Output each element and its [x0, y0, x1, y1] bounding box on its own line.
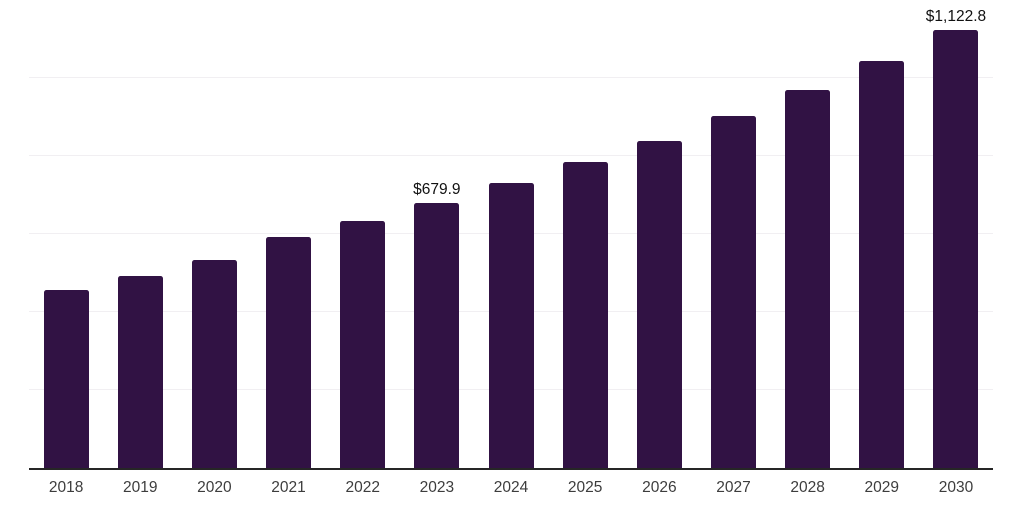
x-tick-label-2028: 2028 [790, 479, 825, 496]
bar-slot-2024 [474, 0, 548, 468]
x-tick-label-2023: 2023 [419, 479, 455, 496]
bar-2024 [488, 182, 534, 468]
bar-2019 [117, 275, 163, 468]
bar-2020 [191, 259, 237, 468]
bar-2026 [636, 141, 682, 468]
bar-slot-2030: $1,122.8 [919, 0, 993, 468]
gridline-800 [29, 155, 993, 157]
bar-2025 [562, 161, 608, 468]
x-tick-label-2019: 2019 [122, 479, 158, 496]
bar-value-label-2023: $679.9 [413, 180, 461, 198]
x-tick-label-2022: 2022 [345, 479, 380, 496]
bar-2029 [859, 61, 905, 468]
bar-2023 [414, 202, 460, 468]
plot-area: $679.9 $1,122.8 [29, 0, 993, 470]
bar-slot-2026 [622, 0, 696, 468]
bar-slot-2029 [845, 0, 919, 468]
bar-value-label-2030: $1,122.8 [925, 8, 987, 26]
bar-2021 [266, 236, 312, 468]
x-axis: 2018 2019 2020 2021 2022 2023 2024 2025 2026 2027… [29, 479, 993, 497]
bar-slot-2018 [29, 0, 103, 468]
x-tick-label-2020: 2020 [197, 479, 232, 496]
x-tick-label-2021: 2021 [271, 479, 306, 496]
gridline-1000 [29, 77, 993, 78]
x-tick-label-2029: 2029 [864, 479, 900, 496]
x-tick-label-2030: 2030 [938, 479, 974, 496]
bar-slot-2021 [251, 0, 325, 468]
x-tick-label-2018: 2018 [48, 479, 84, 496]
bar-slot-2027 [696, 0, 770, 468]
x-tick-label-2024: 2024 [493, 479, 529, 496]
x-tick-label-2027: 2027 [716, 479, 751, 496]
bar-2022 [340, 220, 386, 468]
bar-slot-2028 [771, 0, 845, 468]
x-tick-label-2026: 2026 [642, 479, 677, 496]
bar-slot-2025 [548, 0, 622, 468]
bar-2027 [710, 116, 756, 468]
bar-2028 [785, 90, 831, 468]
bars-container: $679.9 $1,122.8 [29, 0, 993, 468]
bar-slot-2022 [326, 0, 400, 468]
bar-slot-2023: $679.9 [400, 0, 474, 468]
bar-2030 [933, 30, 979, 468]
bar-slot-2020 [177, 0, 251, 468]
bar-slot-2019 [103, 0, 177, 468]
bar-2018 [43, 289, 89, 468]
x-tick-label-2025: 2025 [567, 479, 603, 496]
